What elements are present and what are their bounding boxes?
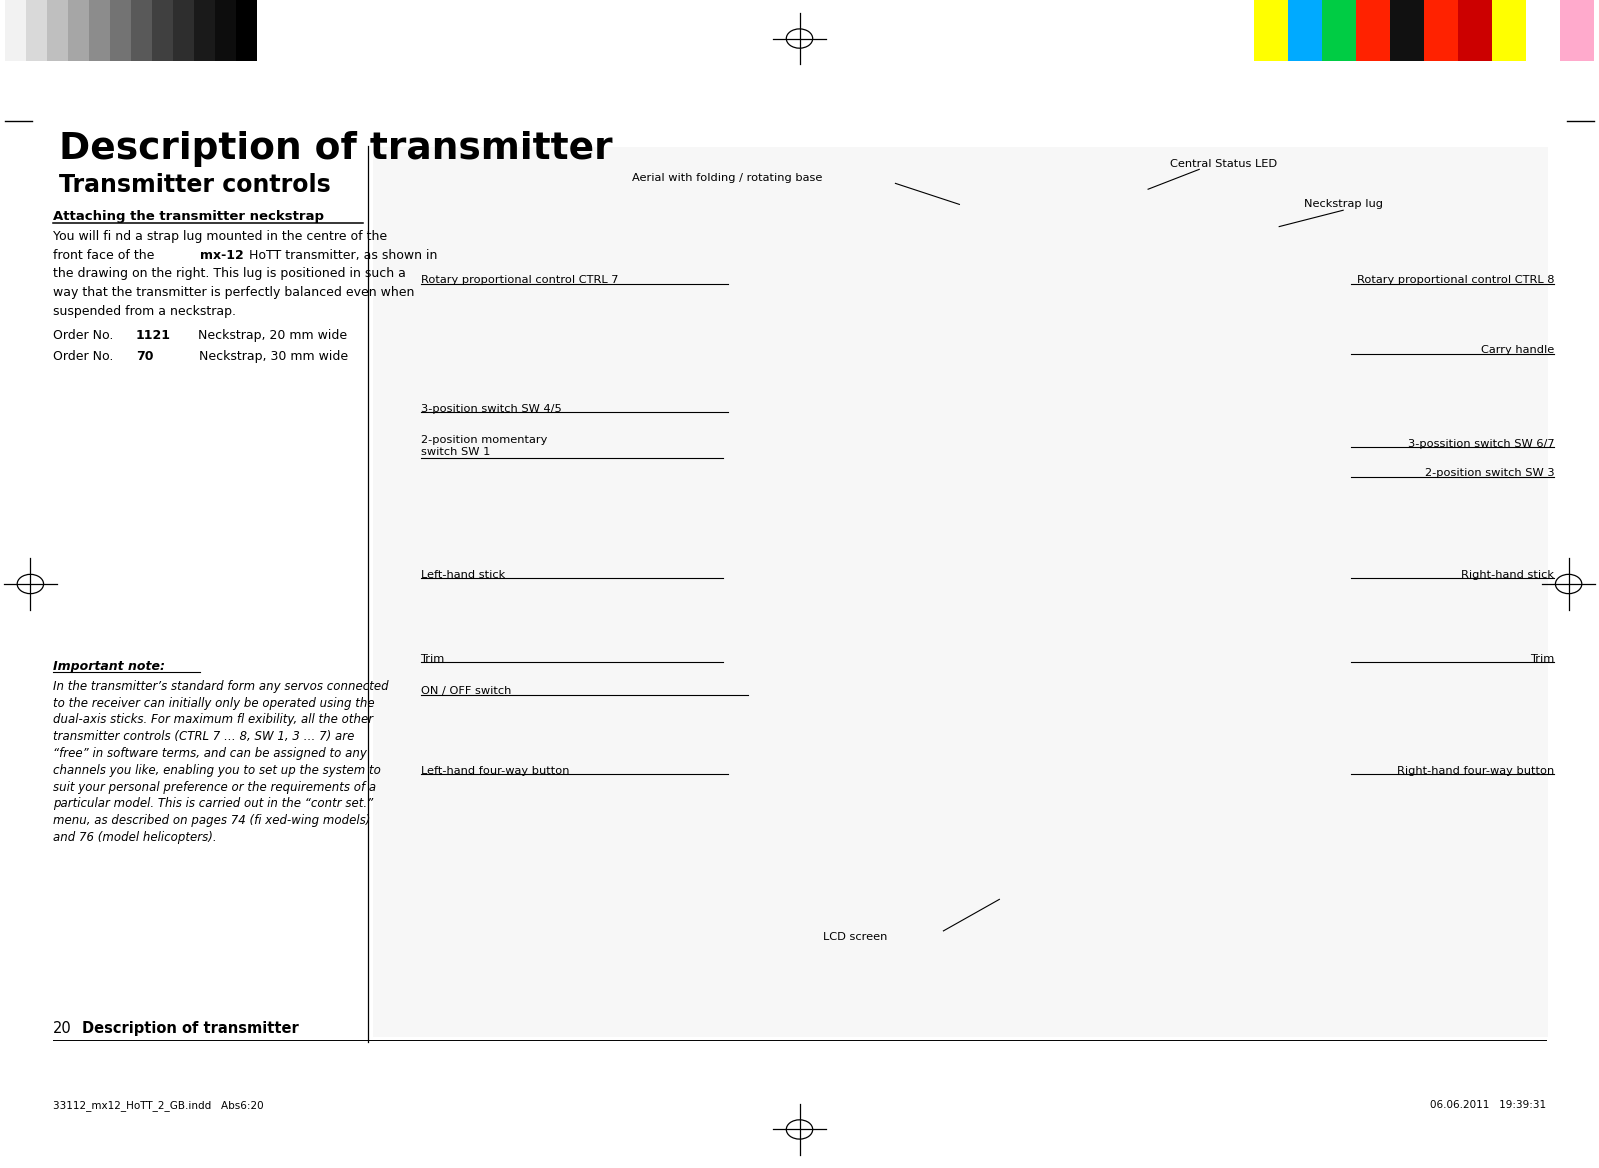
Text: suspended from a neckstrap.: suspended from a neckstrap. [53, 305, 235, 318]
Text: ON / OFF switch: ON / OFF switch [421, 687, 512, 696]
Text: In the transmitter’s standard form any servos connected
to the receiver can init: In the transmitter’s standard form any s… [53, 680, 389, 844]
Text: 1121: 1121 [136, 329, 171, 342]
Text: Left-hand stick: Left-hand stick [421, 570, 505, 579]
Bar [1390, 0, 1423, 61]
Bar [67, 0, 90, 61]
Text: Rotary proportional control CTRL 8: Rotary proportional control CTRL 8 [1356, 276, 1554, 285]
Bar [195, 0, 216, 61]
Text: Left-hand four-way button: Left-hand four-way button [421, 766, 569, 776]
Text: front face of the: front face of the [53, 249, 158, 262]
Text: You will fi nd a strap lug mounted in the centre of the: You will fi nd a strap lug mounted in th… [53, 230, 387, 243]
Text: the drawing on the right. This lug is positioned in such a: the drawing on the right. This lug is po… [53, 267, 406, 280]
Text: Neckstrap, 20 mm wide: Neckstrap, 20 mm wide [174, 329, 347, 342]
Text: Central Status LED: Central Status LED [1170, 159, 1276, 168]
Text: Order No.: Order No. [53, 329, 117, 342]
Bar [216, 0, 237, 61]
Bar [26, 0, 46, 61]
Text: 20: 20 [53, 1021, 72, 1036]
Text: HoTT transmitter, as shown in: HoTT transmitter, as shown in [245, 249, 437, 262]
Bar [373, 147, 1548, 1037]
Text: 70: 70 [136, 350, 154, 363]
Bar [1425, 0, 1458, 61]
Text: 2-position momentary
switch SW 1: 2-position momentary switch SW 1 [421, 436, 547, 457]
Text: LCD screen: LCD screen [823, 932, 887, 941]
Bar [5, 0, 26, 61]
Text: 06.06.2011   19:39:31: 06.06.2011 19:39:31 [1430, 1100, 1546, 1111]
Text: Carry handle: Carry handle [1481, 346, 1554, 355]
Text: Trim: Trim [421, 654, 445, 663]
Text: 3-position switch SW 4/5: 3-position switch SW 4/5 [421, 404, 561, 413]
Text: Trim: Trim [1530, 654, 1554, 663]
Bar [1525, 0, 1561, 61]
Bar [152, 0, 173, 61]
Text: Description of transmitter: Description of transmitter [59, 131, 612, 167]
Text: Rotary proportional control CTRL 7: Rotary proportional control CTRL 7 [421, 276, 619, 285]
Text: 2-position switch SW 3: 2-position switch SW 3 [1425, 468, 1554, 478]
Bar [1356, 0, 1390, 61]
Bar [46, 0, 67, 61]
Text: Important note:: Important note: [53, 660, 165, 673]
Bar [90, 0, 110, 61]
Text: Transmitter controls: Transmitter controls [59, 173, 331, 197]
Text: 3-possition switch SW 6/7: 3-possition switch SW 6/7 [1407, 439, 1554, 449]
Bar [1561, 0, 1594, 61]
Bar [1492, 0, 1525, 61]
Bar [237, 0, 257, 61]
Text: 33112_mx12_HoTT_2_GB.indd   Abs6:20: 33112_mx12_HoTT_2_GB.indd Abs6:20 [53, 1100, 264, 1111]
Bar [1287, 0, 1322, 61]
Bar [1322, 0, 1356, 61]
Text: Right-hand stick: Right-hand stick [1461, 570, 1554, 579]
Text: mx-12: mx-12 [200, 249, 243, 262]
Text: Attaching the transmitter neckstrap: Attaching the transmitter neckstrap [53, 210, 323, 223]
Bar [131, 0, 152, 61]
Bar [1254, 0, 1287, 61]
Text: Right-hand four-way button: Right-hand four-way button [1398, 766, 1554, 776]
Text: Description of transmitter: Description of transmitter [82, 1021, 299, 1036]
Text: Aerial with folding / rotating base: Aerial with folding / rotating base [632, 173, 823, 182]
Bar [1458, 0, 1492, 61]
Text: way that the transmitter is perfectly balanced even when: way that the transmitter is perfectly ba… [53, 286, 414, 299]
Text: Neckstrap lug: Neckstrap lug [1303, 200, 1383, 209]
Bar [173, 0, 193, 61]
Text: Order No.: Order No. [53, 350, 138, 363]
Bar [110, 0, 131, 61]
Text: Neckstrap, 30 mm wide: Neckstrap, 30 mm wide [155, 350, 349, 363]
